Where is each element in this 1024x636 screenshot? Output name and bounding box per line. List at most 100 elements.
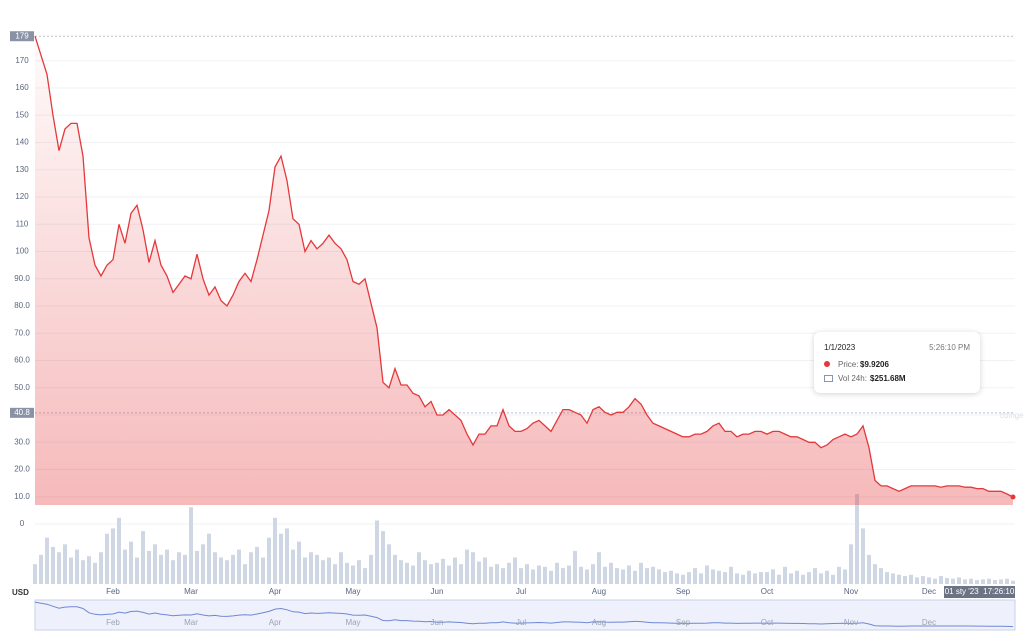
volume-bar [915, 577, 919, 584]
volume-bar [693, 568, 697, 584]
volume-bar [891, 573, 895, 584]
tooltip-volume-label: Vol 24h: [838, 374, 867, 383]
volume-bar [399, 560, 403, 584]
volume-bar [945, 578, 949, 584]
volume-bar [561, 568, 565, 584]
volume-bar [231, 554, 235, 584]
volume-bar [771, 569, 775, 584]
y-tick-label: 170 [15, 56, 29, 65]
volume-bar [147, 550, 151, 584]
last-point [1010, 494, 1016, 500]
volume-bar [393, 554, 397, 584]
y-tick-label: 130 [15, 165, 29, 174]
volume-bar [201, 544, 205, 584]
volume-bar [81, 560, 85, 584]
tooltip-price: $9.9206 [860, 360, 889, 369]
volume-bar [489, 566, 493, 584]
volume-bar [165, 549, 169, 584]
volume-bar [315, 554, 319, 584]
reference-tag [10, 31, 34, 42]
volume-bar [297, 541, 301, 584]
reference-tag [10, 407, 34, 418]
volume-bar [801, 574, 805, 584]
volume-bar [225, 560, 229, 584]
navigator-tick-label: Jul [516, 618, 526, 627]
volume-bar [333, 564, 337, 584]
volume-bar [933, 578, 937, 584]
volume-bar [999, 579, 1003, 584]
volume-bar [123, 549, 127, 584]
volume-bar [567, 565, 571, 584]
volume-bar [951, 578, 955, 584]
navigator-tick-label: May [345, 618, 360, 627]
volume-bar [1011, 580, 1015, 584]
volume-bar [459, 564, 463, 584]
volume-bar [939, 576, 943, 584]
volume-bar [327, 557, 331, 584]
reference-label: 40.8 [14, 408, 30, 417]
x-tick-label: Jul [516, 587, 526, 596]
y-tick-label: 70.0 [14, 328, 30, 337]
volume-bar [747, 570, 751, 584]
volume-bar [669, 570, 673, 584]
volume-bar [699, 573, 703, 584]
volume-bar [447, 565, 451, 584]
volume-bar [45, 537, 49, 584]
volume-bar [471, 552, 475, 584]
volume-bar [549, 570, 553, 584]
volume-bar [495, 564, 499, 584]
volume-icon [824, 375, 833, 382]
volume-bar [633, 570, 637, 584]
volume-bar [813, 568, 817, 584]
crosshair-label: 01 sty '23 17:26:10 [945, 587, 1015, 596]
navigator[interactable] [34, 599, 1016, 631]
volume-bar [195, 550, 199, 584]
volume-bar [789, 573, 793, 584]
volume-bar [783, 566, 787, 584]
volume-bar [873, 564, 877, 584]
volume-bar [189, 507, 193, 584]
volume-bar [645, 568, 649, 584]
volume-bar [159, 554, 163, 584]
volume-bar [585, 569, 589, 584]
volume-bar [627, 565, 631, 584]
volume-bar [303, 557, 307, 584]
volume-bar [417, 552, 421, 584]
volume-bar [777, 574, 781, 584]
navigator-tick-label: Oct [761, 618, 774, 627]
volume-bar [615, 568, 619, 584]
y-tick-label: 140 [15, 138, 29, 147]
volume-bar [513, 557, 517, 584]
volume-bar [519, 568, 523, 584]
y-tick-label: 10.0 [14, 492, 30, 501]
volume-bar [213, 552, 217, 584]
volume-bar [477, 561, 481, 584]
x-tick-label: Nov [844, 587, 858, 596]
x-tick-label: Aug [592, 587, 606, 596]
volume-bar [591, 564, 595, 584]
volume-bar [507, 562, 511, 584]
volume-bar [795, 570, 799, 584]
volume-bar [807, 572, 811, 584]
volume-bar [153, 544, 157, 584]
volume-bar [993, 580, 997, 584]
volume-bar [711, 569, 715, 584]
navigator-tick-label: Sep [676, 618, 691, 627]
navigator-tick-label: Nov [844, 618, 858, 627]
volume-bar [651, 566, 655, 584]
volume-bar [675, 573, 679, 584]
volume-bar [483, 557, 487, 584]
volume-bar [501, 568, 505, 584]
volume-bar [57, 552, 61, 584]
volume-bar [855, 494, 859, 584]
y-tick-label: 80.0 [14, 301, 30, 310]
tooltip-date: 1/1/2023 [824, 343, 856, 352]
volume-bar [975, 580, 979, 584]
price-area [35, 36, 1013, 505]
tooltip-price-label: Price: [838, 360, 859, 369]
navigator-tick-label: Mar [184, 618, 198, 627]
volume-bar [729, 566, 733, 584]
volume-bar [387, 544, 391, 584]
crosshair-tag [944, 586, 1015, 598]
